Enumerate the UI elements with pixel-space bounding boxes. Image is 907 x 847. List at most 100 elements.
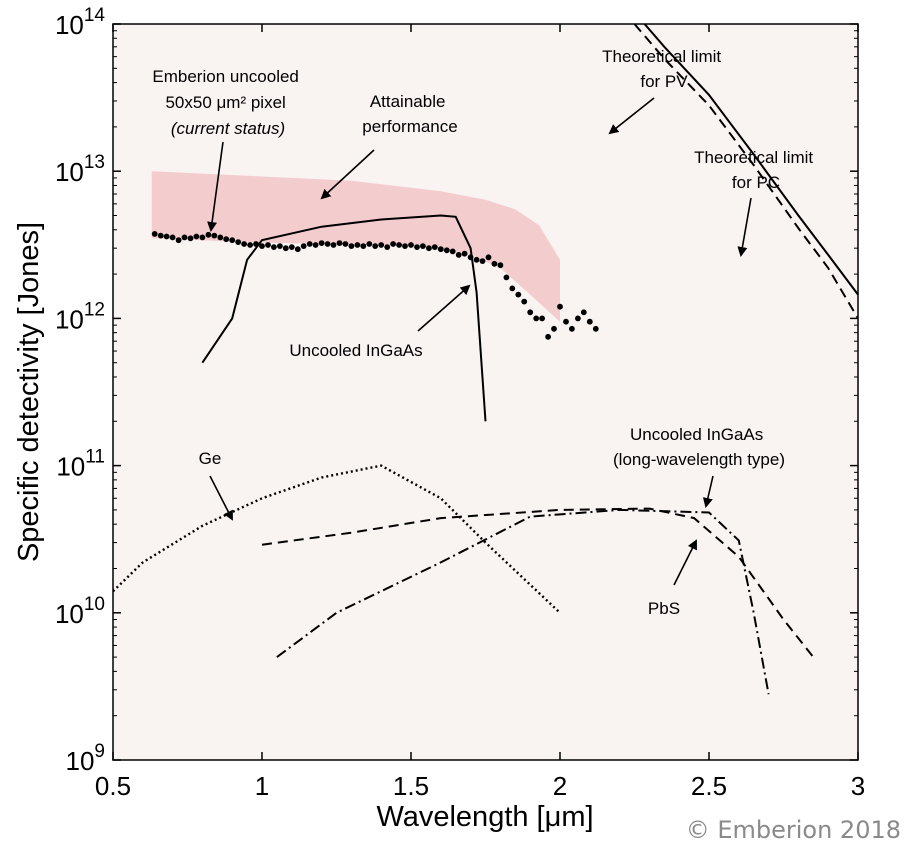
series-0-point-46 [426,245,432,252]
series-0-point-31 [336,240,343,247]
series-0-point-57 [491,260,498,267]
series-0-point-37 [372,243,379,250]
series-6-line [276,508,770,695]
series-0-point-61 [515,291,522,298]
series-0-point-18 [259,243,265,250]
x-tick-label-3: 2 [553,771,567,801]
series-0-point-28 [318,240,325,247]
pv-limit-label: Theoretical limit for PV [602,47,726,91]
series-0-point-32 [342,241,349,247]
series-0-point-33 [348,243,355,250]
series-0-point-38 [378,242,385,248]
series-0-point-19 [265,242,271,248]
plot-frame [112,23,859,761]
series-0-point-20 [271,244,277,251]
pbs-arrow [673,539,697,586]
attainable-arrow [320,149,375,200]
series-0-point-3 [169,234,176,241]
series-0-point-62 [521,298,528,305]
series-0-point-2 [163,233,170,240]
series-0-point-7 [193,233,200,240]
series-0-point-41 [396,242,402,248]
y-axis-label: Specific detectivity [Jones] [13,222,45,562]
series-0-point-44 [414,244,420,251]
series-0-markers [151,231,599,340]
series-0-point-70 [569,325,575,332]
series-0-point-69 [563,318,569,325]
series-1-line [201,214,487,422]
y-tick-label-4: 1013 [55,152,105,187]
series-0-point-1 [157,232,164,239]
series-0-point-21 [277,243,283,250]
series-3-line [633,24,858,319]
series-0-point-9 [205,231,212,238]
y-tick-label-1: 1010 [55,594,105,629]
series-0-point-8 [199,234,206,241]
series-0-point-42 [402,243,408,250]
series-0-point-50 [449,248,456,255]
series-0-point-40 [390,241,396,247]
series-0-point-6 [187,235,194,242]
series-0-point-29 [324,241,331,247]
series-0-point-56 [485,254,492,261]
pc-limit-arrow [737,197,752,257]
series-0-point-12 [223,236,230,243]
ge-arrow [209,475,233,521]
series-0-point-45 [420,243,426,250]
series-0-point-59 [503,274,510,281]
series-0-point-63 [527,309,534,316]
series-5-line [261,507,815,658]
attainable-band [151,171,560,322]
x-tick-label-2: 1.5 [393,771,429,801]
x-tick-label-4: 2.5 [691,771,727,801]
series-0-point-24 [294,246,301,253]
series-0-point-10 [211,232,218,239]
series-0-point-27 [312,242,319,248]
series-0-point-14 [235,239,242,246]
series-0-point-13 [229,237,236,244]
series-0-point-30 [330,242,337,248]
series-0-point-47 [431,244,438,251]
series-0-point-60 [509,285,516,292]
series-0-point-5 [181,234,188,241]
x-tick-label-1: 1 [255,771,269,801]
series-0-point-11 [217,234,224,241]
series-0-point-22 [282,245,289,252]
y-tick-label-0: 109 [66,741,106,776]
series-0-point-15 [241,241,248,247]
emberion-label: Emberion uncooled 50x50 μm² pixel (curre… [152,67,303,138]
series-0-point-73 [586,318,593,325]
series-0-point-48 [437,246,444,253]
x-tick-label-5: 3 [851,771,865,801]
series-0-point-25 [300,243,307,250]
y-tick-label-2: 1011 [56,447,105,482]
plot-area [113,24,858,760]
series-0-point-66 [545,333,551,340]
y-tick-label-5: 1014 [55,5,105,40]
attainable-label: Attainable performance [362,92,457,136]
series-0-point-39 [384,244,391,251]
series-0-point-36 [366,241,373,247]
series-0-point-49 [443,247,450,254]
series-0-point-68 [557,303,563,310]
series-0-point-26 [306,241,313,247]
series-0-point-55 [479,258,486,264]
series-2-line [643,24,858,296]
pbs-label: PbS [648,599,680,618]
series-0-point-71 [575,315,581,322]
series-0-point-35 [360,243,367,250]
series-0-point-52 [461,250,468,257]
series-0-point-64 [533,315,540,322]
ingaas-long-arrow [702,475,714,508]
series-0-point-65 [539,315,545,322]
y-tick-label-3: 1012 [55,299,105,334]
series-0-point-16 [247,242,254,248]
series-0-point-4 [175,237,182,244]
series-0-point-43 [408,242,414,248]
series-0-point-67 [551,325,557,332]
series-0-point-72 [580,309,587,316]
series-0-point-74 [592,325,599,332]
series-4-line [113,464,561,614]
series-0-point-51 [455,252,462,258]
